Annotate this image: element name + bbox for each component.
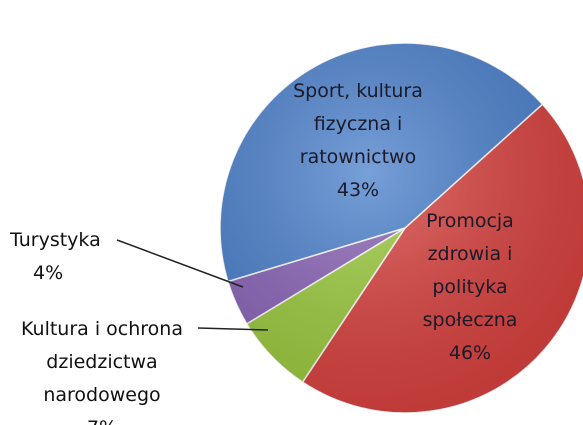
value-label: 46% [448, 342, 492, 364]
category-label: Promocja zdrowia i polityka społeczna [422, 210, 518, 331]
value-label: 7% [2, 412, 202, 425]
category-label: Turystyka [10, 229, 101, 251]
leader-line [197, 327, 269, 331]
value-label: 43% [336, 179, 380, 201]
slice-label: Promocja zdrowia i polityka społeczna 46… [390, 205, 550, 370]
slice-label: Kultura i ochrona dziedzictwa narodowego… [2, 313, 202, 425]
value-label: 4% [33, 262, 64, 284]
category-label: Sport, kultura fizyczna i ratownictwo [293, 80, 423, 168]
leader-line [116, 239, 244, 288]
slice-label: Sport, kultura fizyczna i ratownictwo 43… [272, 75, 444, 207]
category-label: Kultura i ochrona dziedzictwa narodowego [21, 318, 183, 406]
pie-shading [220, 43, 583, 413]
slice-label: Turystyka 4% [0, 224, 120, 290]
